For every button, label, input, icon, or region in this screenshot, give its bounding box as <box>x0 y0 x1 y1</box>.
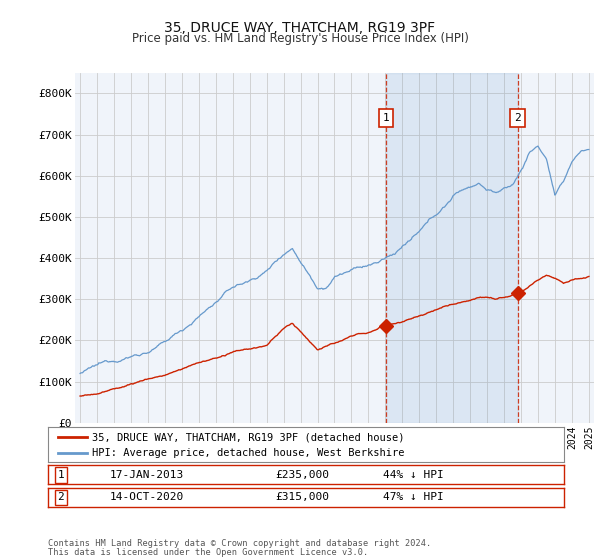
Text: HPI: Average price, detached house, West Berkshire: HPI: Average price, detached house, West… <box>92 449 404 458</box>
Text: 2: 2 <box>58 492 64 502</box>
Text: 44% ↓ HPI: 44% ↓ HPI <box>383 470 444 480</box>
Text: £235,000: £235,000 <box>275 470 329 480</box>
Text: 17-JAN-2013: 17-JAN-2013 <box>110 470 184 480</box>
Text: 2: 2 <box>514 113 521 123</box>
Text: 35, DRUCE WAY, THATCHAM, RG19 3PF (detached house): 35, DRUCE WAY, THATCHAM, RG19 3PF (detac… <box>92 432 404 442</box>
Bar <box>386 73 518 423</box>
Text: 35, DRUCE WAY, THATCHAM, RG19 3PF: 35, DRUCE WAY, THATCHAM, RG19 3PF <box>164 21 436 35</box>
Text: Price paid vs. HM Land Registry's House Price Index (HPI): Price paid vs. HM Land Registry's House … <box>131 32 469 45</box>
Text: 14-OCT-2020: 14-OCT-2020 <box>110 492 184 502</box>
Text: This data is licensed under the Open Government Licence v3.0.: This data is licensed under the Open Gov… <box>48 548 368 557</box>
Text: Contains HM Land Registry data © Crown copyright and database right 2024.: Contains HM Land Registry data © Crown c… <box>48 539 431 548</box>
Text: £315,000: £315,000 <box>275 492 329 502</box>
Text: 1: 1 <box>383 113 389 123</box>
Text: 1: 1 <box>58 470 64 480</box>
Text: 47% ↓ HPI: 47% ↓ HPI <box>383 492 444 502</box>
